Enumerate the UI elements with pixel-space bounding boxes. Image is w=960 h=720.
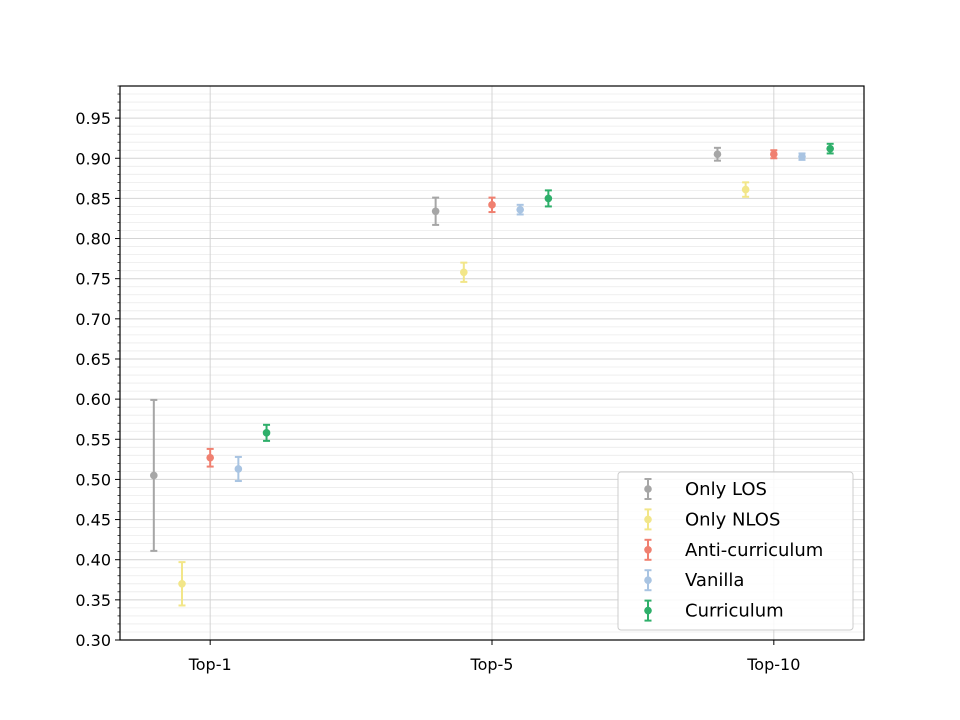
data-point bbox=[770, 150, 778, 159]
legend: Only LOS Only NLOS Anti-curriculum Vanilla C… bbox=[617, 471, 854, 631]
y-tick-label: 0.80 bbox=[75, 230, 111, 249]
y-tick-label: 0.45 bbox=[75, 511, 111, 530]
y-tick-label: 0.65 bbox=[75, 350, 111, 369]
data-point bbox=[798, 152, 806, 161]
data-point bbox=[150, 471, 158, 480]
y-tick-label: 0.75 bbox=[75, 270, 111, 289]
data-point bbox=[262, 429, 271, 437]
series-vanilla bbox=[234, 152, 806, 483]
data-point bbox=[431, 207, 440, 216]
legend-marker bbox=[644, 485, 652, 493]
legend-item: Only NLOS bbox=[644, 508, 780, 531]
data-point bbox=[206, 453, 214, 462]
x-tick-label: Top-10 bbox=[746, 655, 800, 674]
y-tick-label: 0.70 bbox=[75, 310, 111, 329]
data-point bbox=[544, 194, 553, 203]
x-tick-label: Top-1 bbox=[188, 655, 232, 674]
legend-label: Only LOS bbox=[685, 479, 767, 500]
axis-layer: 0.30 0.35 0.40 0.45 0.50 0.55 0.60 0.65 0.70 0.75… bbox=[75, 85, 800, 674]
data-point bbox=[741, 185, 750, 194]
y-tick-label: 0.60 bbox=[75, 390, 111, 409]
legend-box bbox=[617, 471, 854, 631]
data-point bbox=[460, 268, 468, 277]
legend-item: Anti-curriculum bbox=[644, 538, 823, 561]
legend-item: Curriculum bbox=[644, 599, 784, 622]
data-point bbox=[516, 205, 524, 214]
y-tick-label: 0.30 bbox=[75, 631, 111, 650]
legend-label: Only NLOS bbox=[685, 509, 780, 530]
y-tick-label: 0.55 bbox=[75, 430, 111, 449]
y-tick-label: 0.40 bbox=[75, 551, 111, 570]
series-anti-curriculum bbox=[206, 149, 778, 468]
y-tick-label: 0.35 bbox=[75, 591, 111, 610]
legend-marker bbox=[644, 606, 652, 615]
data-point bbox=[713, 150, 722, 159]
major-grid bbox=[120, 86, 864, 641]
legend-item: Vanilla bbox=[644, 569, 744, 592]
series-only-nlos bbox=[178, 181, 750, 607]
series-curriculum bbox=[262, 142, 834, 442]
series-only-los bbox=[150, 146, 722, 552]
y-tick-label: 0.95 bbox=[75, 109, 111, 128]
x-tick-label: Top-5 bbox=[470, 655, 514, 674]
legend-label: Vanilla bbox=[685, 570, 744, 591]
legend-marker bbox=[644, 576, 652, 584]
legend-label: Curriculum bbox=[685, 601, 784, 622]
data-point bbox=[178, 579, 186, 588]
y-tick-label: 0.85 bbox=[75, 189, 111, 208]
legend-marker bbox=[644, 546, 652, 554]
legend-label: Anti-curriculum bbox=[685, 540, 823, 561]
data-point bbox=[234, 465, 243, 473]
data-layer bbox=[150, 142, 834, 607]
data-point bbox=[488, 201, 496, 209]
y-tick-label: 0.90 bbox=[75, 149, 111, 168]
legend-marker bbox=[644, 515, 652, 524]
data-point bbox=[826, 144, 834, 153]
legend-item: Only LOS bbox=[644, 478, 767, 500]
y-tick-label: 0.50 bbox=[75, 470, 111, 489]
